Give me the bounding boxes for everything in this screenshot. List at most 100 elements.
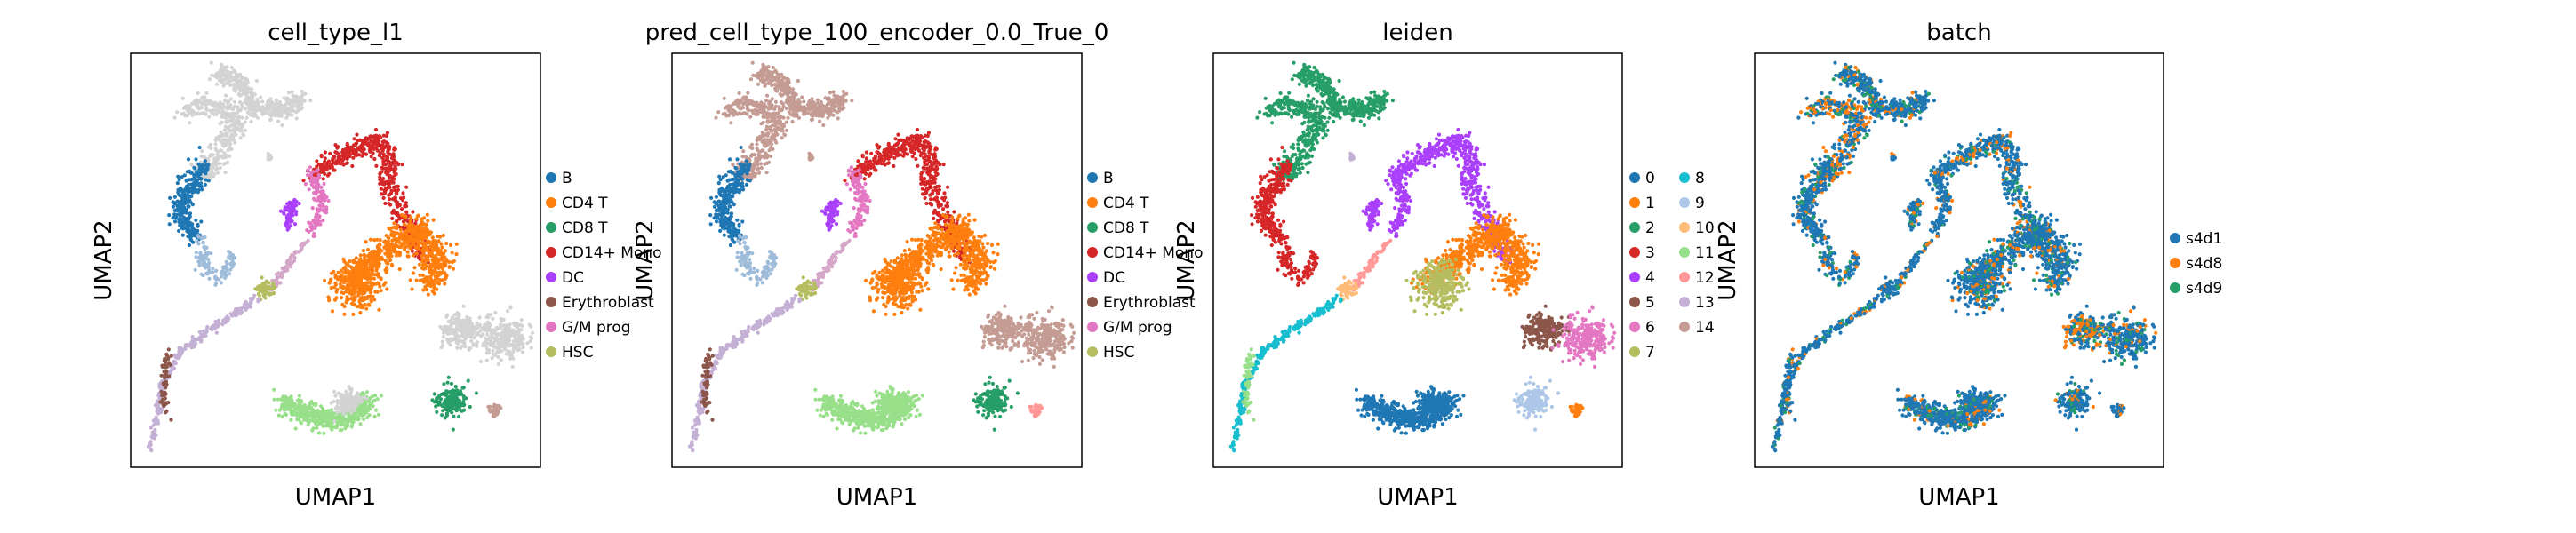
scatter-point: [184, 179, 188, 183]
scatter-point: [225, 131, 229, 136]
scatter-point: [374, 265, 379, 269]
scatter-point: [236, 108, 241, 113]
scatter-point: [381, 195, 386, 200]
scatter-point: [387, 250, 391, 254]
scatter-point: [194, 255, 198, 259]
scatter-point: [402, 240, 406, 244]
scatter-point: [451, 427, 455, 432]
scatter-point: [436, 266, 441, 270]
scatter-point: [348, 152, 352, 156]
scatter-point: [299, 421, 303, 426]
scatter-point: [335, 406, 340, 410]
scatter-point: [792, 102, 796, 107]
scatter-point: [248, 97, 252, 101]
legend-marker: [546, 172, 556, 183]
scatter-point: [440, 253, 444, 259]
scatter-point: [192, 184, 196, 188]
scatter-point: [186, 235, 190, 239]
scatter-point: [447, 259, 452, 264]
scatter-point: [420, 258, 425, 262]
scatter-point: [435, 280, 439, 284]
scatter-point: [485, 332, 490, 337]
scatter-point: [312, 191, 316, 195]
scatter-point: [357, 278, 362, 282]
scatter-point: [236, 120, 240, 124]
scatter-point: [244, 93, 249, 98]
scatter-point: [167, 374, 172, 378]
scatter-point: [267, 100, 271, 105]
scatter-point: [380, 155, 385, 160]
scatter-point: [271, 281, 276, 285]
scatter-point: [344, 300, 348, 305]
scatter-point: [149, 449, 154, 453]
scatter-point: [213, 274, 218, 279]
scatter-point: [356, 284, 360, 289]
scatter-point: [243, 86, 247, 91]
scatter-point: [201, 241, 205, 245]
scatter-point: [434, 241, 438, 245]
scatter-point: [173, 215, 178, 219]
scatter-point: [225, 160, 230, 164]
scatter-point: [496, 362, 501, 366]
scatter-point: [283, 396, 287, 401]
scatter-point: [294, 110, 299, 115]
scatter-point: [414, 278, 419, 282]
scatter-point: [445, 380, 450, 385]
scatter-point: [302, 413, 307, 418]
scatter-point: [410, 287, 414, 291]
scatter-point: [217, 107, 221, 112]
scatter-point: [194, 218, 198, 222]
scatter-point: [387, 147, 391, 151]
scatter-point: [469, 324, 474, 329]
scatter-point: [229, 65, 234, 70]
scatter-point: [204, 271, 209, 275]
scatter-point: [501, 338, 506, 342]
scatter-point: [411, 210, 415, 214]
scatter-point: [366, 254, 371, 259]
scatter-point: [399, 196, 404, 201]
scatter-point: [308, 221, 313, 226]
scatter-point: [288, 211, 292, 215]
scatter-point: [384, 133, 388, 139]
scatter-point: [341, 412, 346, 417]
scatter-point: [220, 65, 224, 69]
scatter-point: [316, 412, 321, 417]
scatter-point: [379, 187, 383, 191]
scatter-point: [422, 231, 427, 235]
scatter-point: [231, 120, 236, 124]
scatter-point: [287, 257, 292, 262]
panel-title: cell_type_l1: [268, 20, 404, 46]
scatter-point: [365, 136, 370, 140]
scatter-point: [388, 242, 393, 246]
scatter-point: [357, 153, 362, 157]
scatter-point: [337, 157, 341, 162]
scatter-point: [347, 148, 351, 153]
scatter-point: [406, 240, 411, 244]
scatter-point: [214, 112, 219, 116]
scatter-point: [339, 423, 343, 427]
scatter-point: [426, 292, 430, 297]
scatter-point: [324, 167, 328, 171]
scatter-point: [391, 226, 396, 230]
scatter-point: [300, 89, 304, 94]
scatter-point: [167, 222, 172, 227]
scatter-point: [339, 410, 343, 414]
scatter-point: [499, 358, 503, 362]
scatter-point: [404, 210, 409, 214]
scatter-point: [411, 271, 416, 275]
scatter-point: [390, 216, 395, 220]
scatter-point: [175, 181, 180, 186]
scatter-point: [159, 389, 164, 394]
scatter-point: [261, 107, 266, 111]
scatter-point: [256, 297, 260, 301]
scatter-point: [323, 198, 327, 203]
scatter-point: [189, 110, 194, 115]
scatter-point: [308, 407, 313, 411]
scatter-point: [363, 284, 367, 289]
scatter-point: [350, 163, 355, 169]
scatter-point: [466, 378, 470, 383]
scatter-point: [363, 264, 367, 268]
scatter-point: [421, 277, 426, 282]
scatter-point: [225, 316, 230, 321]
scatter-point: [452, 313, 457, 317]
